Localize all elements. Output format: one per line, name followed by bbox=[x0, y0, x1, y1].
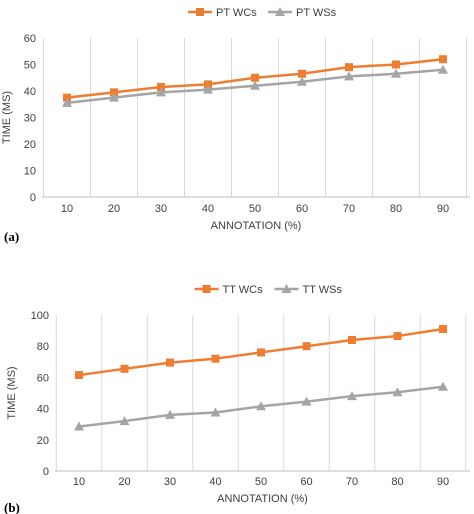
y-tick-label: 20 bbox=[37, 435, 49, 447]
x-tick-label: 90 bbox=[437, 476, 449, 488]
y-tick-label: 60 bbox=[24, 33, 36, 45]
data-point bbox=[63, 93, 71, 102]
data-point bbox=[62, 97, 72, 107]
legend-item: PT WSs bbox=[268, 7, 337, 19]
legend-label: TT WSs bbox=[303, 284, 343, 296]
legend-item: TT WSs bbox=[274, 284, 343, 296]
data-point bbox=[211, 354, 220, 363]
y-tick-label: 40 bbox=[24, 86, 36, 98]
data-point bbox=[391, 68, 401, 78]
data-point bbox=[392, 387, 403, 397]
data-point bbox=[251, 73, 259, 82]
data-point bbox=[348, 335, 356, 344]
y-tick-label: 50 bbox=[24, 60, 36, 72]
legend-label: TT WCs bbox=[223, 284, 264, 296]
panel-label: (b) bbox=[4, 500, 20, 514]
x-axis-title: ANNOTATION (%) bbox=[211, 220, 302, 232]
legend-label: PT WCs bbox=[216, 7, 257, 19]
data-point bbox=[345, 63, 353, 72]
x-tick-label: 20 bbox=[118, 476, 130, 488]
x-axis-title: ANNOTATION (%) bbox=[217, 493, 308, 505]
data-point bbox=[257, 348, 265, 357]
data-point bbox=[392, 60, 400, 69]
x-tick-label: 50 bbox=[255, 476, 267, 488]
data-point bbox=[344, 71, 354, 81]
x-tick-label: 10 bbox=[73, 476, 85, 488]
data-point bbox=[166, 358, 174, 367]
chart-panel-a: 0 10 20 30 40 50 60 10 20 30 40 50 60 70 80 90 ANNOTATIO… bbox=[1, 7, 470, 244]
legend-marker bbox=[281, 284, 292, 293]
x-tick-label: 70 bbox=[343, 203, 355, 215]
y-tick-label: 10 bbox=[24, 166, 36, 178]
data-point bbox=[75, 371, 83, 380]
x-tick-label: 40 bbox=[209, 476, 221, 488]
y-tick-label: 80 bbox=[37, 341, 49, 353]
y-tick-label: 0 bbox=[43, 466, 49, 478]
x-tick-label: 80 bbox=[390, 203, 402, 215]
data-point bbox=[301, 396, 312, 406]
data-point bbox=[210, 407, 221, 417]
data-point bbox=[439, 55, 447, 64]
x-tick-label: 60 bbox=[300, 476, 312, 488]
panel-label: (a) bbox=[4, 229, 19, 244]
data-point bbox=[250, 80, 260, 90]
data-point bbox=[297, 76, 307, 86]
legend-item: TT WCs bbox=[194, 284, 264, 296]
data-point bbox=[256, 401, 266, 411]
legend-label: PT WSs bbox=[296, 7, 337, 19]
x-tick-label: 20 bbox=[108, 203, 120, 215]
legend-marker bbox=[202, 285, 211, 293]
data-point bbox=[203, 84, 213, 94]
data-point bbox=[74, 421, 84, 431]
y-axis-title: TIME (MS) bbox=[1, 91, 13, 144]
x-tick-label: 30 bbox=[155, 203, 167, 215]
x-tick-label: 60 bbox=[296, 203, 308, 215]
data-point bbox=[157, 83, 165, 92]
data-point bbox=[110, 88, 118, 97]
x-tick-label: 30 bbox=[164, 476, 176, 488]
x-tick-label: 50 bbox=[249, 203, 261, 215]
data-point bbox=[204, 80, 212, 89]
data-point bbox=[298, 69, 306, 78]
y-tick-label: 60 bbox=[37, 372, 49, 384]
data-point bbox=[120, 364, 129, 373]
data-point bbox=[393, 332, 402, 341]
data-point bbox=[439, 325, 447, 334]
data-point bbox=[302, 342, 311, 351]
x-tick-label: 80 bbox=[391, 476, 403, 488]
y-tick-label: 30 bbox=[24, 113, 36, 125]
y-axis-title: TIME (MS) bbox=[6, 366, 18, 419]
legend-marker bbox=[196, 8, 204, 16]
x-tick-label: 70 bbox=[346, 476, 358, 488]
x-tick-label: 10 bbox=[61, 203, 73, 215]
data-point bbox=[438, 64, 448, 74]
data-point bbox=[119, 416, 130, 426]
legend-item: PT WCs bbox=[188, 7, 257, 19]
y-tick-label: 0 bbox=[30, 192, 36, 204]
y-tick-label: 20 bbox=[24, 139, 36, 151]
data-point bbox=[438, 381, 448, 391]
legend-marker bbox=[275, 7, 285, 16]
y-tick-label: 40 bbox=[37, 404, 49, 416]
y-tick-label: 100 bbox=[31, 310, 49, 322]
x-tick-label: 40 bbox=[202, 203, 214, 215]
x-tick-label: 90 bbox=[437, 203, 449, 215]
data-point bbox=[109, 92, 119, 102]
data-point bbox=[347, 391, 357, 401]
chart-panel-b: 0 20 40 60 80 100 10 20 30 40 50 60 70 80 90 ANNOTATION… bbox=[4, 284, 470, 514]
data-point bbox=[165, 409, 175, 419]
data-point bbox=[156, 87, 166, 97]
